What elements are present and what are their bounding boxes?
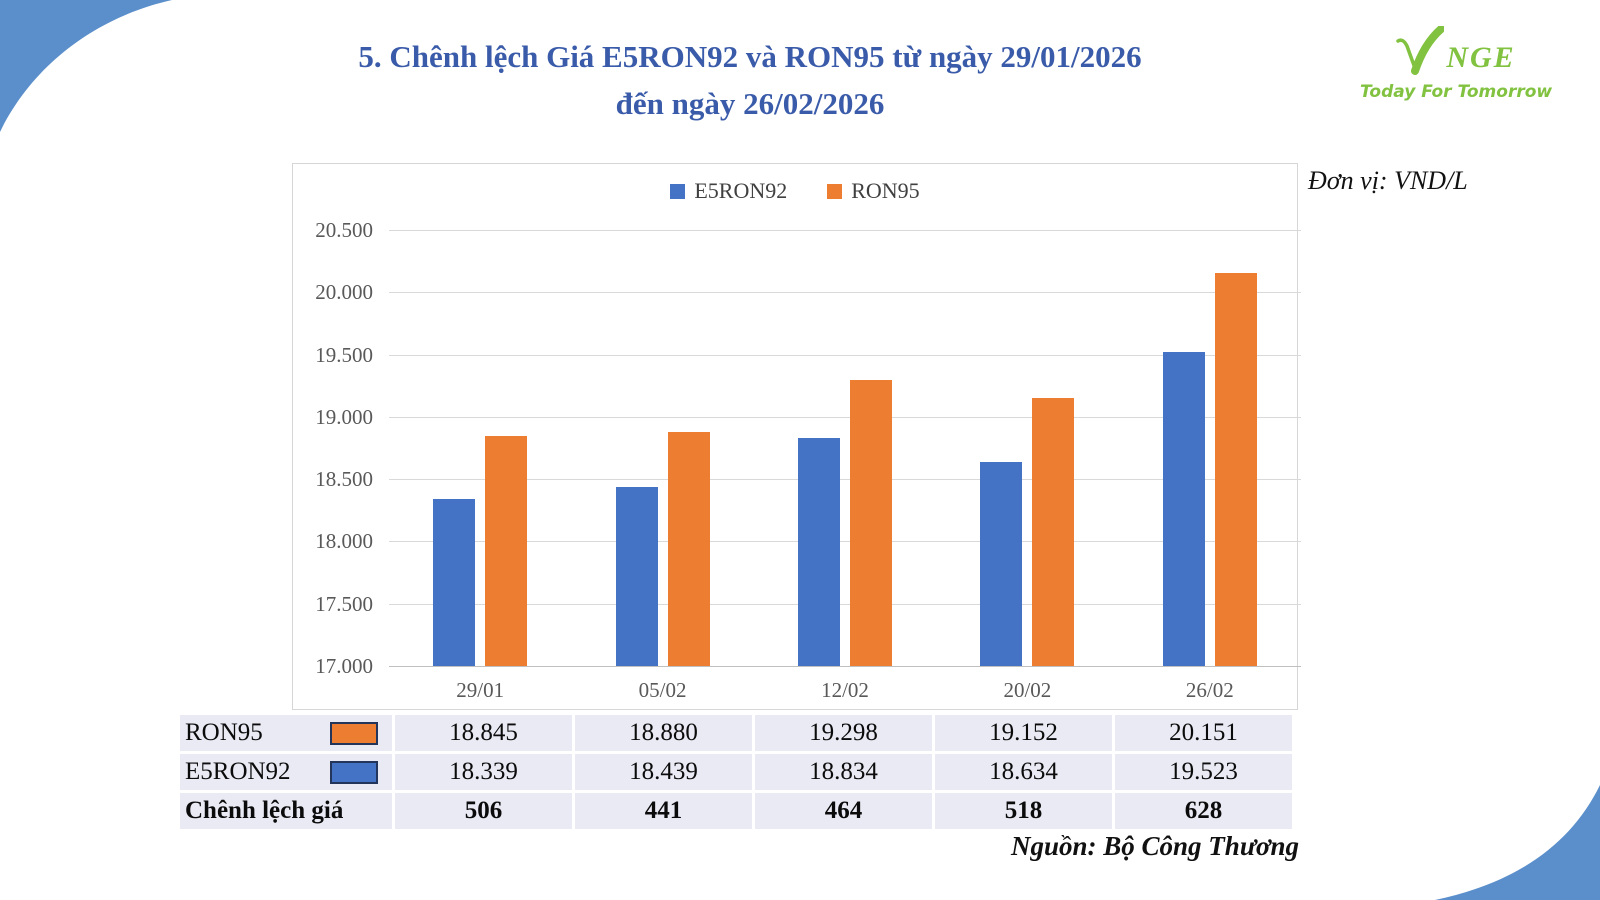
bar-e5ron92-26/02 [1162,351,1205,666]
bar-ron95-20/02 [1032,397,1075,666]
table-cell: 628 [1115,793,1292,829]
table-cell: 506 [395,793,572,829]
brand-v-check-icon [1396,26,1445,75]
bar-ron95-12/02 [850,379,892,666]
legend-swatch-icon [827,183,843,199]
table-row-label-text: Chênh lệch giá [185,797,344,824]
unit-label: Đơn vị: VND/L [1308,166,1468,195]
table-cell: 518 [935,793,1112,829]
y-tick-label: 17.000 [315,654,373,678]
x-tick-label: 29/01 [456,678,505,702]
gridline [389,416,1301,418]
table-cell: 18.880 [575,715,752,751]
data-table: RON95 18.845 18.880 19.298 19.152 20.151 E5RON… [180,715,1292,829]
table-row-label-text: E5RON92 [185,758,291,785]
source-label: Nguồn: Bộ Công Thương [1011,831,1299,861]
table-cell: 441 [575,793,752,829]
bar-e5ron92-20/02 [980,462,1023,666]
brand-name-text: NGE [1446,41,1516,74]
page-title-line1: 5. Chênh lệch Giá E5RON92 và RON95 từ ng… [358,39,1142,74]
gridline [389,292,1301,294]
table-row-label: E5RON92 [180,754,392,790]
bar-chart: E5RON92 RON95 17.000 17.500 18.000 18.500 19.… [292,163,1301,710]
x-tick-label: 20/02 [1003,678,1052,702]
legend-item-ron95: RON95 [827,178,920,204]
gridline [389,479,1301,481]
table-cell: 18.834 [755,754,932,790]
gridline [389,230,1301,231]
page-title: 5. Chênh lệch Giá E5RON92 và RON95 từ ng… [150,34,1350,127]
legend-label: E5RON92 [694,178,788,203]
y-tick-label: 20.000 [315,280,373,305]
table-cell: 464 [755,793,932,829]
table-row-label: RON95 [180,715,392,751]
x-tick-label: 26/02 [1185,678,1234,702]
table-cell: 18.634 [935,754,1112,790]
table-series-swatch-icon [330,721,378,745]
table-cell: 18.439 [575,754,752,790]
bar-ron95-05/02 [667,431,710,666]
y-tick-label: 18.000 [315,529,373,554]
y-tick-label: 19.500 [315,342,373,367]
table-cell: 18.339 [395,754,572,790]
bar-e5ron92-12/02 [798,437,840,666]
table-cell: 19.298 [755,715,932,751]
legend-swatch-icon [670,183,686,199]
bar-e5ron92-05/02 [615,486,658,666]
table-cell: 19.523 [1115,754,1292,790]
x-axis-line [389,666,1301,667]
legend-item-e5ron92: E5RON92 [670,178,787,204]
bar-ron95-26/02 [1214,273,1257,666]
brand-logo: NGE Today For Tomorrow [1360,26,1553,102]
table-row-label-text: RON95 [185,719,263,746]
legend-label: RON95 [851,178,920,203]
page-title-line2: đến ngày 26/02/2026 [615,85,885,121]
gridline [389,603,1301,605]
table-cell: 18.845 [395,715,572,751]
table-series-swatch-icon [330,760,378,784]
gridline [389,354,1301,356]
y-tick-label: 18.500 [315,467,373,492]
x-tick-label: 12/02 [821,678,869,702]
y-tick-label: 20.500 [315,218,373,242]
x-tick-label: 05/02 [638,678,687,702]
brand-wordmark: NGE [1360,26,1550,76]
gridline [389,541,1301,543]
y-tick-label: 17.500 [315,591,373,616]
table-row-label: Chênh lệch giá [180,793,392,829]
table-cell: 20.151 [1115,715,1292,751]
table-cell: 19.152 [935,715,1112,751]
y-tick-label: 19.000 [315,404,373,429]
chart-legend: E5RON92 RON95 [293,178,1297,204]
bar-ron95-29/01 [485,436,528,666]
bar-e5ron92-29/01 [433,499,476,666]
corner-swoosh-bottom-right [1435,785,1600,900]
brand-tagline: Today For Tomorrow [1360,82,1553,102]
